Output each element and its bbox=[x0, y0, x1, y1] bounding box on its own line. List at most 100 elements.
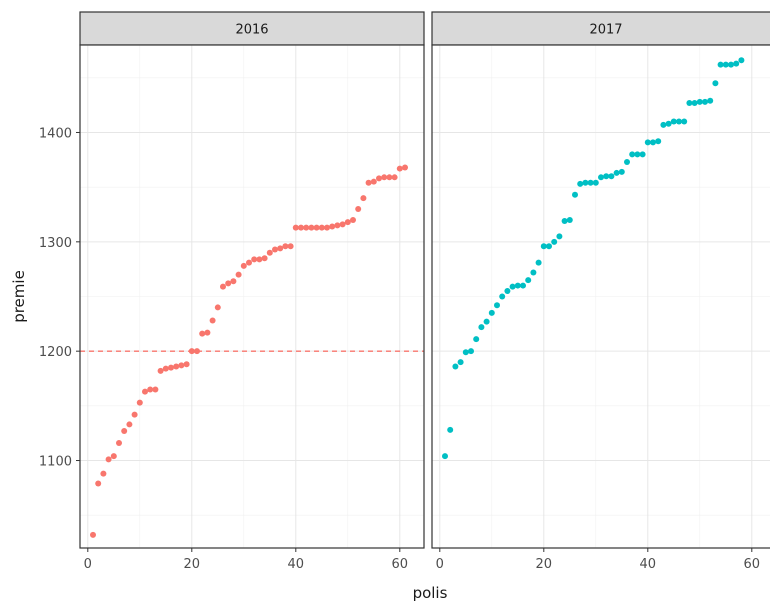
data-point bbox=[504, 288, 511, 295]
data-point bbox=[360, 195, 367, 202]
data-point bbox=[488, 309, 495, 316]
data-point bbox=[199, 330, 206, 337]
data-point bbox=[473, 336, 480, 343]
x-tick-label: 20 bbox=[536, 557, 553, 572]
x-axis-title: polis bbox=[413, 584, 448, 602]
data-point bbox=[344, 219, 351, 226]
data-point bbox=[530, 269, 537, 276]
data-point bbox=[608, 173, 615, 180]
data-point bbox=[246, 259, 252, 266]
data-point bbox=[483, 318, 490, 325]
data-point bbox=[396, 165, 403, 172]
data-point bbox=[712, 80, 719, 87]
data-point bbox=[329, 223, 336, 230]
data-point bbox=[514, 282, 521, 289]
data-point bbox=[173, 363, 180, 370]
data-point bbox=[520, 282, 526, 289]
panel-2016: 2016 bbox=[79, 11, 425, 549]
data-point bbox=[313, 224, 320, 231]
data-point bbox=[551, 238, 558, 245]
data-point bbox=[592, 179, 599, 186]
data-point bbox=[240, 262, 247, 269]
data-point bbox=[225, 280, 232, 287]
data-point bbox=[110, 453, 117, 460]
panel-2017: 2017 bbox=[431, 11, 770, 549]
data-point bbox=[629, 151, 636, 158]
data-point bbox=[152, 386, 159, 393]
data-point bbox=[95, 480, 102, 487]
data-point bbox=[157, 367, 164, 374]
data-point bbox=[126, 421, 133, 428]
panel-border bbox=[79, 44, 425, 549]
data-point bbox=[298, 224, 304, 231]
data-point bbox=[318, 224, 325, 231]
x-tick-label: 60 bbox=[744, 557, 761, 572]
data-point bbox=[303, 224, 310, 231]
data-point bbox=[478, 324, 485, 331]
data-point bbox=[582, 179, 589, 186]
data-point bbox=[277, 245, 284, 252]
data-point bbox=[447, 426, 454, 433]
panels-layer: 2016 2017 bbox=[79, 11, 770, 549]
data-point bbox=[644, 139, 651, 146]
x-tick-label: 60 bbox=[392, 557, 409, 572]
axes-layer: 0 20 40 60 0 20 40 60 1100 1200 1300 1400 bbox=[39, 126, 760, 572]
data-point bbox=[728, 61, 734, 68]
data-point bbox=[142, 388, 148, 395]
data-point bbox=[168, 364, 174, 371]
data-point bbox=[355, 206, 362, 213]
data-point bbox=[442, 453, 448, 460]
data-point bbox=[308, 224, 315, 231]
data-point bbox=[261, 255, 268, 262]
data-point bbox=[624, 159, 630, 166]
data-point bbox=[230, 278, 237, 285]
data-point bbox=[266, 249, 273, 256]
data-point bbox=[499, 293, 506, 300]
data-point bbox=[572, 191, 578, 198]
data-point bbox=[121, 427, 128, 434]
data-point bbox=[546, 243, 552, 250]
data-point bbox=[686, 99, 693, 106]
data-point bbox=[100, 470, 107, 477]
data-point bbox=[733, 60, 740, 67]
data-point bbox=[178, 362, 185, 369]
y-tick-label: 1200 bbox=[39, 345, 72, 360]
data-point bbox=[670, 118, 677, 125]
data-point bbox=[457, 359, 464, 366]
data-point bbox=[350, 216, 356, 223]
data-point bbox=[391, 174, 398, 181]
data-point bbox=[577, 180, 584, 187]
data-point bbox=[136, 399, 143, 406]
data-point bbox=[209, 317, 216, 324]
panel-border bbox=[431, 44, 770, 549]
data-point bbox=[188, 348, 195, 355]
data-point bbox=[676, 118, 682, 125]
x-tick-label: 0 bbox=[436, 557, 444, 572]
data-point bbox=[509, 283, 516, 290]
y-axis-title: premie bbox=[10, 270, 28, 323]
data-point bbox=[282, 243, 289, 250]
data-point bbox=[681, 118, 688, 125]
data-point bbox=[386, 174, 393, 181]
data-point bbox=[183, 361, 190, 368]
data-point bbox=[717, 61, 724, 68]
data-point bbox=[235, 271, 242, 278]
data-point bbox=[287, 243, 294, 250]
data-point bbox=[738, 57, 745, 64]
y-tick-label: 1400 bbox=[39, 126, 72, 141]
data-point bbox=[540, 243, 547, 250]
data-point bbox=[603, 173, 610, 180]
data-point bbox=[324, 224, 330, 231]
data-point bbox=[655, 138, 662, 145]
data-point bbox=[556, 233, 563, 240]
data-point bbox=[561, 218, 568, 225]
data-point bbox=[722, 61, 729, 68]
data-point bbox=[587, 179, 594, 186]
data-point bbox=[618, 168, 625, 175]
data-point bbox=[535, 259, 542, 266]
data-point bbox=[462, 349, 469, 356]
data-point bbox=[256, 256, 263, 263]
data-point bbox=[116, 440, 122, 447]
data-point bbox=[613, 169, 620, 176]
